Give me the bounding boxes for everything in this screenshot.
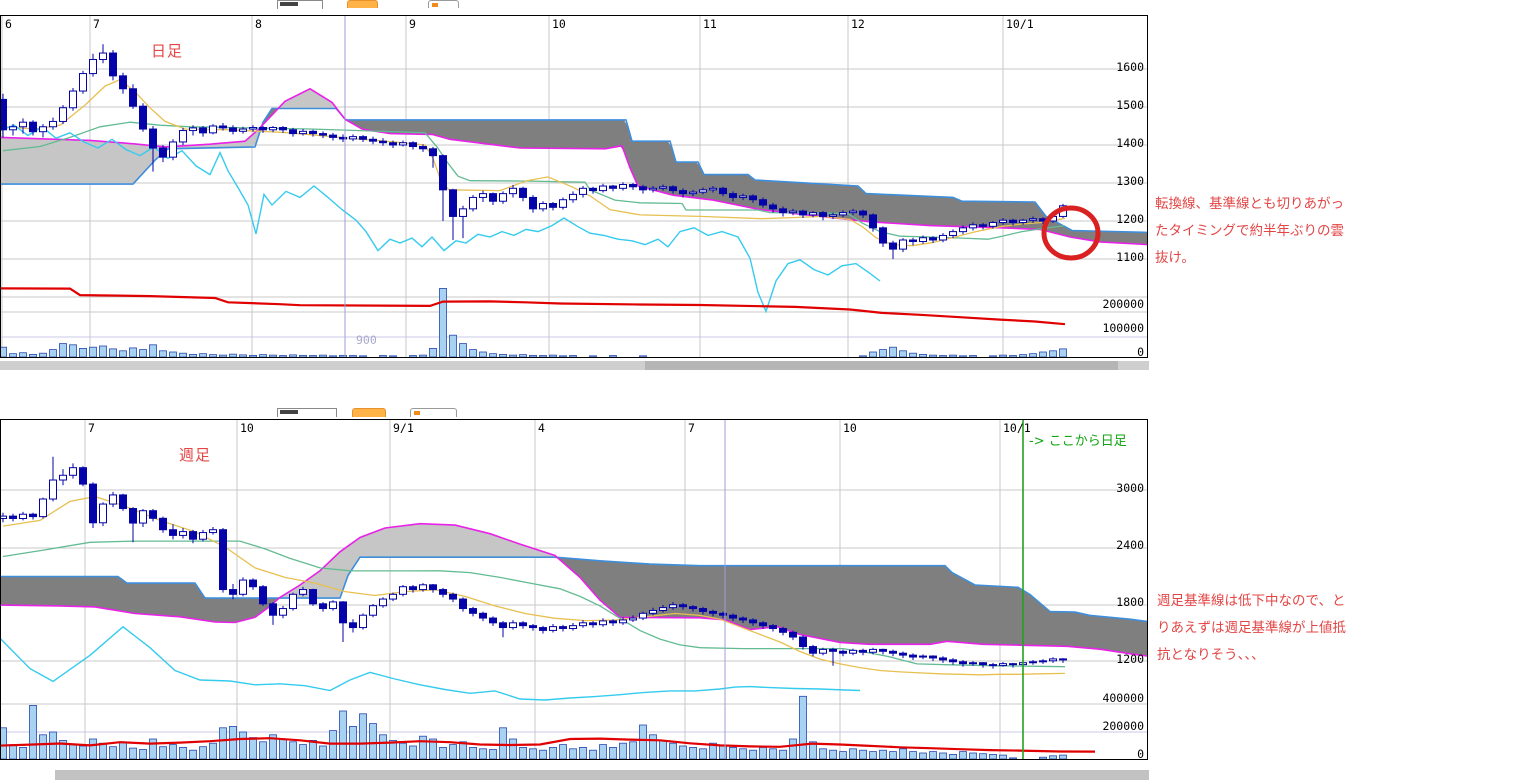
weekly-toolbar-input-fragment[interactable]	[277, 408, 337, 417]
weekly-note-line-1: 週足基準線は低下中なので、と	[1157, 593, 1346, 609]
svg-text:10: 10	[552, 17, 566, 31]
weekly-toolbar-orange-button-fragment[interactable]	[352, 408, 386, 417]
weekly-chart-border	[0, 419, 1148, 760]
daily-scrollbar-thumb[interactable]	[645, 361, 1118, 370]
weekly-toolbar-outlined-button-fragment[interactable]	[410, 408, 457, 417]
green-divider-note: -> ここから日足	[1029, 434, 1127, 449]
svg-text:3000: 3000	[1116, 481, 1144, 495]
weekly-senkou-a-line	[1, 522, 1147, 657]
weekly-ichimoku-cloud	[1, 523, 1147, 656]
svg-text:1200: 1200	[1116, 212, 1144, 226]
weekly-volume-bars	[1, 695, 1067, 759]
weekly-axis-labels: 7 10 9/1 4 7 10 10/1 3000 2400 1800 1200 400000 2000…	[88, 421, 1144, 761]
svg-text:900: 900	[356, 333, 377, 347]
daily-toolbar-input-fragment[interactable]	[277, 0, 323, 9]
svg-text:11: 11	[703, 17, 717, 31]
daily-note-line-3: 抜け。	[1155, 250, 1195, 266]
daily-volume-bars	[1, 287, 1067, 357]
daily-axis-labels: 6 7 8 9 10 11 12 10/1 1600 1500 1400 1300 1200 1100 20…	[5, 17, 1144, 359]
svg-text:6: 6	[5, 17, 12, 31]
weekly-senkou-b-line	[1, 556, 1147, 623]
daily-annotation-note: 転換線、基準線とも切りあがっ たタイミングで約半年ぶりの雲 抜け。	[1155, 191, 1344, 272]
svg-text:200000: 200000	[1102, 297, 1144, 311]
svg-text:1800: 1800	[1116, 595, 1144, 609]
daily-chart-scrollbar[interactable]	[0, 361, 1149, 370]
daily-tenkan-line	[2, 78, 1066, 247]
svg-text:10: 10	[240, 421, 254, 435]
daily-chart-title: 日足	[151, 42, 184, 60]
daily-senkou-b-line	[1, 107, 1147, 234]
daily-toolbar-orange-button-fragment[interactable]	[347, 0, 378, 8]
svg-text:0: 0	[1137, 747, 1144, 761]
svg-text:400000: 400000	[1102, 691, 1144, 705]
svg-text:2400: 2400	[1116, 538, 1144, 552]
svg-text:12: 12	[851, 17, 865, 31]
svg-text:8: 8	[255, 17, 262, 31]
svg-text:7: 7	[688, 421, 695, 435]
svg-text:1500: 1500	[1116, 98, 1144, 112]
daily-red-indicator-line	[1, 287, 1066, 326]
svg-text:10: 10	[843, 421, 857, 435]
svg-text:1100: 1100	[1116, 250, 1144, 264]
svg-text:200000: 200000	[1102, 719, 1144, 733]
svg-text:9/1: 9/1	[393, 421, 414, 435]
daily-chart-border	[0, 15, 1148, 358]
svg-text:1600: 1600	[1116, 60, 1144, 74]
svg-text:10/1: 10/1	[1003, 421, 1031, 435]
weekly-note-line-2: りあえずは週足基準線が上値抵	[1157, 620, 1346, 636]
daily-candles	[1, 44, 1067, 259]
svg-text:7: 7	[93, 17, 100, 31]
svg-text:4: 4	[538, 421, 545, 435]
daily-note-line-1: 転換線、基準線とも切りあがっ	[1155, 196, 1344, 212]
weekly-chart-title: 週足	[179, 446, 212, 464]
weekly-note-line-3: 抗となりそう、、、	[1157, 647, 1265, 663]
svg-text:9: 9	[409, 17, 416, 31]
weekly-candles	[1, 456, 1067, 669]
svg-text:1300: 1300	[1116, 174, 1144, 188]
weekly-chikou-line	[1, 625, 861, 701]
daily-senkou-a-line	[1, 87, 1147, 246]
weekly-kijun-line	[2, 540, 1066, 668]
breakout-circle-annotation	[1041, 205, 1101, 261]
weekly-red-indicator-line	[1, 737, 1096, 753]
svg-text:10/1: 10/1	[1006, 17, 1034, 31]
weekly-chart-scrollbar[interactable]	[55, 770, 1149, 780]
svg-text:1200: 1200	[1116, 652, 1144, 666]
svg-text:7: 7	[88, 421, 95, 435]
weekly-annotation-note: 週足基準線は低下中なので、と りあえずは週足基準線が上値抵 抗となりそう、、、	[1157, 588, 1346, 669]
svg-text:1400: 1400	[1116, 136, 1144, 150]
daily-note-line-2: たタイミングで約半年ぶりの雲	[1155, 223, 1344, 239]
svg-text:100000: 100000	[1102, 321, 1144, 335]
daily-toolbar-outlined-button-fragment[interactable]	[428, 0, 459, 8]
svg-text:0: 0	[1137, 345, 1144, 359]
weekly-scrollbar-thumb[interactable]	[55, 770, 1149, 780]
